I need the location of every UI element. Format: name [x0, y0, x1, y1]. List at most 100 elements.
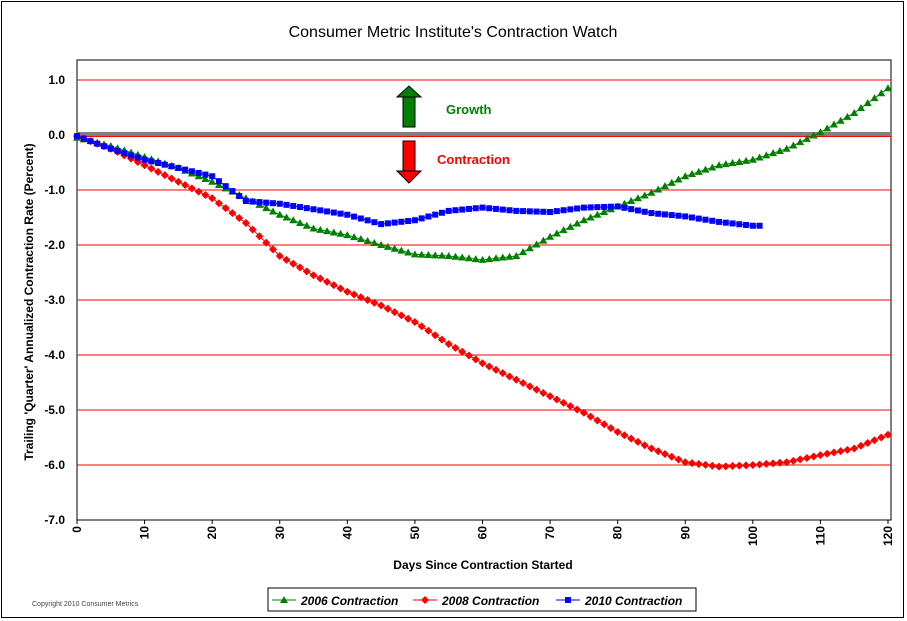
- data-point: [735, 157, 744, 165]
- data-point: [721, 462, 730, 471]
- data-point: [478, 255, 487, 263]
- data-point: [195, 169, 202, 176]
- x-axis-label: Days Since Contraction Started: [393, 558, 572, 572]
- data-point: [74, 133, 80, 140]
- data-point: [695, 215, 702, 222]
- data-point: [789, 456, 798, 465]
- data-point: [802, 134, 811, 142]
- data-point: [451, 343, 460, 352]
- data-point: [593, 416, 602, 425]
- x-tick-label: 40: [340, 526, 354, 540]
- data-point: [553, 208, 560, 215]
- data-point: [654, 447, 663, 456]
- data-point: [181, 181, 190, 190]
- data-point: [674, 455, 683, 464]
- data-point: [829, 120, 838, 128]
- data-point: [229, 188, 236, 195]
- y-tick-label: -4.0: [44, 348, 65, 362]
- y-tick-label: 1.0: [48, 73, 65, 87]
- data-point: [762, 151, 771, 159]
- data-point: [505, 372, 514, 381]
- data-point: [748, 155, 757, 163]
- y-tick-label: 0.0: [48, 128, 65, 142]
- data-point: [601, 203, 608, 210]
- data-point: [459, 206, 466, 213]
- data-point: [870, 94, 879, 102]
- data-point: [167, 174, 176, 183]
- data-point: [317, 207, 324, 214]
- data-point: [194, 187, 203, 196]
- data-point: [472, 205, 479, 212]
- data-point: [620, 431, 629, 440]
- data-point: [743, 221, 750, 228]
- data-point: [655, 210, 662, 217]
- data-point: [586, 412, 595, 421]
- data-point: [228, 209, 237, 218]
- data-point: [736, 221, 743, 228]
- data-point: [323, 227, 332, 235]
- data-point: [519, 248, 528, 256]
- data-point: [424, 326, 433, 335]
- data-point: [275, 210, 284, 218]
- data-point: [607, 203, 614, 210]
- data-point: [350, 290, 359, 299]
- data-point: [316, 274, 325, 283]
- data-point: [559, 398, 568, 407]
- y-tick-label: -2.0: [44, 238, 65, 252]
- data-point: [282, 213, 291, 221]
- data-point: [884, 430, 892, 439]
- data-point: [160, 171, 169, 180]
- data-point: [175, 165, 182, 171]
- data-point: [512, 375, 521, 384]
- x-tick-label: 0: [70, 526, 84, 533]
- data-point: [275, 252, 284, 260]
- data-point: [248, 225, 257, 234]
- data-point: [621, 204, 628, 211]
- x-tick-label: 20: [205, 526, 219, 540]
- data-point: [262, 238, 271, 247]
- data-point: [452, 207, 459, 214]
- data-point: [471, 355, 480, 364]
- data-point: [675, 212, 682, 219]
- plot-area: [76, 59, 892, 521]
- data-point: [701, 460, 710, 469]
- data-point: [309, 224, 318, 232]
- data-point: [694, 460, 703, 469]
- data-point: [465, 205, 472, 212]
- data-point: [310, 206, 317, 213]
- data-point: [384, 220, 391, 227]
- data-point: [755, 460, 764, 469]
- data-point: [94, 140, 101, 147]
- data-point: [702, 216, 709, 223]
- data-point: [546, 232, 555, 240]
- data-point: [432, 211, 439, 218]
- data-point: [343, 231, 352, 239]
- data-point: [391, 219, 398, 226]
- data-point: [546, 392, 555, 401]
- data-point: [627, 197, 636, 204]
- data-point: [337, 210, 344, 217]
- x-tick-label: 120: [881, 526, 895, 546]
- data-point: [303, 205, 310, 212]
- y-tick-label: -1.0: [44, 183, 65, 197]
- data-point: [242, 198, 249, 204]
- y-axis-label: Trailing 'Quarter' Annualized Contractio…: [22, 143, 36, 460]
- data-point: [532, 385, 541, 394]
- data-point: [404, 314, 413, 323]
- data-point: [660, 182, 669, 190]
- data-point: [351, 213, 358, 220]
- data-point: [296, 263, 305, 272]
- data-point: [640, 191, 649, 199]
- data-point: [276, 200, 283, 207]
- series-2008-contraction: [73, 132, 892, 471]
- data-point: [296, 219, 305, 226]
- data-point: [255, 232, 264, 241]
- data-point: [579, 408, 588, 417]
- data-point: [383, 242, 392, 250]
- contraction-arrow-icon: [395, 170, 423, 184]
- data-point: [533, 208, 540, 215]
- data-point: [715, 161, 724, 169]
- growth-arrow-icon: [395, 85, 423, 98]
- data-point: [661, 211, 668, 218]
- data-point: [357, 215, 364, 222]
